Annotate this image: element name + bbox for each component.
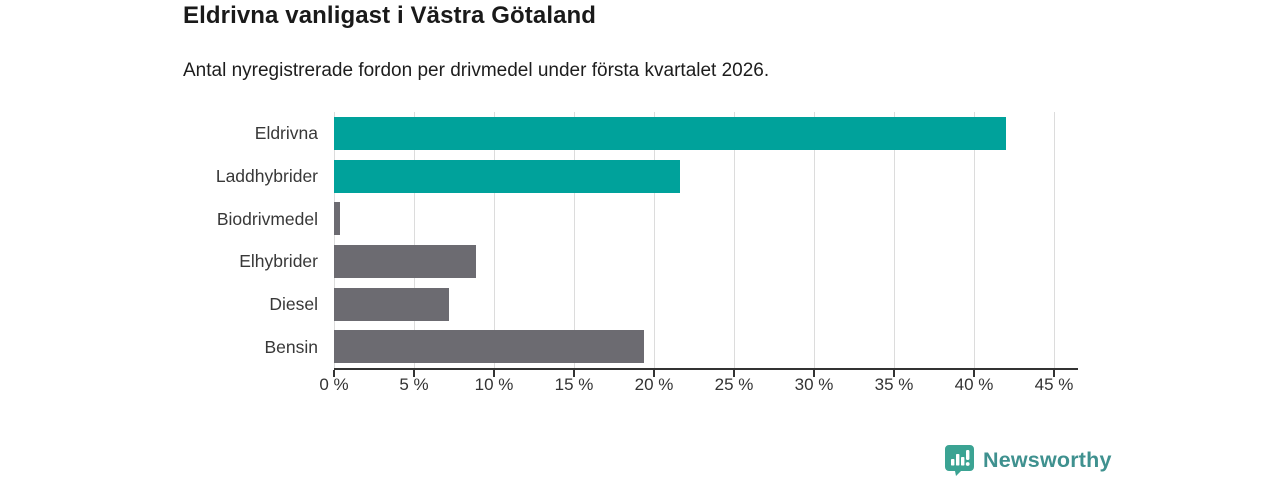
x-axis-tick <box>733 370 735 377</box>
category-label: Elhybrider <box>239 251 318 272</box>
gridline <box>894 112 895 368</box>
bar-laddhybrider <box>334 159 680 193</box>
category-label: Biodrivmedel <box>216 208 318 229</box>
gridline <box>494 112 495 368</box>
x-axis-tick <box>973 370 975 377</box>
gridline <box>734 112 735 368</box>
x-tick-label: 15 % <box>554 375 594 394</box>
x-tick-label: 35 % <box>874 375 914 394</box>
bar-eldrivna <box>334 116 1006 150</box>
x-axis-tick <box>1053 370 1055 377</box>
chart-title: Eldrivna vanligast i Västra Götaland <box>183 2 597 29</box>
x-tick-label: 10 % <box>474 375 514 394</box>
bar-bensin <box>334 330 645 364</box>
x-tick-label: 20 % <box>634 375 674 394</box>
gridline <box>814 112 815 368</box>
category-label: Laddhybrider <box>215 166 318 186</box>
gridline <box>574 112 575 368</box>
category-label: Bensin <box>264 336 318 357</box>
x-axis-tick <box>573 370 575 377</box>
gridline <box>334 112 335 368</box>
x-axis-tick <box>653 370 655 377</box>
bar-biodrivmedel <box>334 202 341 236</box>
category-label: Diesel <box>269 294 318 314</box>
bar-elhybrider <box>334 244 477 278</box>
bar-diesel <box>334 287 450 321</box>
x-tick-label: 25 % <box>714 375 754 394</box>
chart-subtitle: Antal nyregistrerade fordon per drivmede… <box>183 60 770 81</box>
x-axis-tick <box>813 370 815 377</box>
x-axis-tick <box>493 370 495 377</box>
newsworthy-logo-icon <box>944 444 975 477</box>
gridline <box>974 112 975 368</box>
x-axis-line <box>334 368 1078 370</box>
x-axis-tick <box>893 370 895 377</box>
x-tick-label: 45 % <box>1034 375 1074 394</box>
x-tick-label: 5 % <box>399 375 429 394</box>
category-label: Eldrivna <box>254 123 318 144</box>
brand-name: Newsworthy <box>983 447 1112 472</box>
gridline <box>1054 112 1055 368</box>
x-axis-tick <box>413 370 415 377</box>
gridline <box>654 112 655 368</box>
x-tick-label: 40 % <box>954 375 994 394</box>
brand-footer: Newsworthy <box>944 444 1112 477</box>
x-tick-label: 30 % <box>794 375 834 394</box>
gridline <box>414 112 415 368</box>
x-axis-tick <box>333 370 335 377</box>
x-tick-label: 0 % <box>319 375 349 394</box>
